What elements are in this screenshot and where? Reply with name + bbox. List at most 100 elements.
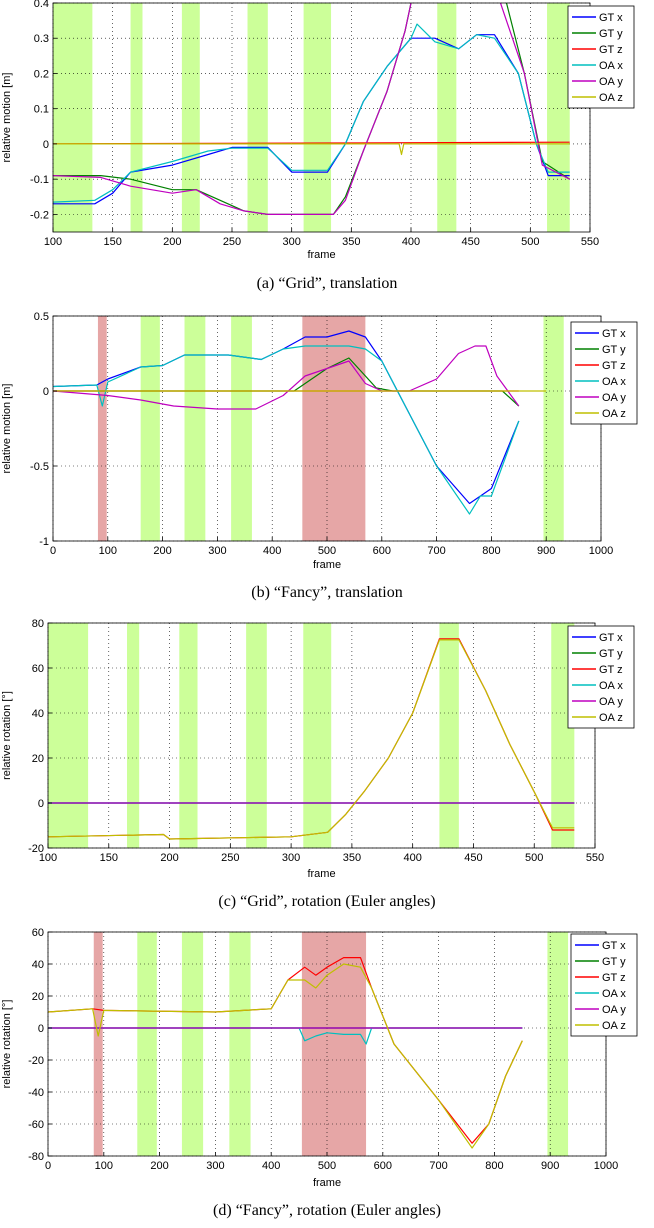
y-axis-label: relative motion [m]: [1, 384, 13, 474]
x-tick-label: 100: [44, 236, 62, 248]
legend-label: GT z: [602, 360, 626, 372]
x-tick-label: 400: [263, 545, 281, 557]
x-tick-label: 250: [223, 236, 241, 248]
y-tick-label: 0.4: [34, 0, 49, 10]
y-tick-label: 20: [32, 991, 44, 1003]
y-tick-label: 0.2: [34, 68, 49, 80]
legend: GT x GT y GT z OA x OA y OA z: [568, 6, 634, 108]
x-tick-label: 800: [485, 1160, 503, 1172]
chart-panel-b: 0 100 200 300 400 500 600 700 800 900 1000 -1 -0.5 0 0…: [0, 308, 654, 611]
x-tick-label: 300: [282, 852, 300, 864]
chart-d: 0 100 200 300 400 500 600 700 800 900 1000-80-60-4…: [0, 924, 654, 1196]
legend: GT x GT y GT z OA x OA y OA z: [571, 322, 637, 424]
green-band: [127, 623, 139, 848]
y-tick-label: 0: [38, 798, 44, 810]
chart-c: 100 150 200 250 300 350 400 450 500 550-200204060…: [0, 616, 654, 888]
chart-panel-c: 100 150 200 250 300 350 400 450 500 550 -20 0 20 40 60…: [0, 616, 654, 919]
x-tick-label: 200: [160, 852, 178, 864]
chart-caption-d: (d) “Fancy”, rotation (Euler angles): [0, 1202, 654, 1220]
x-tick-label: 500: [318, 545, 336, 557]
green-band: [182, 3, 200, 232]
green-band: [303, 623, 331, 848]
legend-label: GT y: [602, 344, 626, 356]
y-tick-label: 0: [43, 139, 49, 151]
x-tick-label: 200: [150, 1160, 168, 1172]
legend-label: OA y: [602, 1004, 626, 1016]
x-tick-label: 400: [402, 236, 420, 248]
legend: GT x GT y GT z OA x OA y OA z: [571, 934, 637, 1036]
legend-label: OA z: [602, 1020, 626, 1032]
legend-label: OA x: [599, 680, 623, 692]
chart-caption-a: (a) “Grid”, translation: [0, 275, 654, 293]
x-tick-label: 400: [262, 1160, 280, 1172]
red-band: [94, 932, 103, 1156]
x-tick-label: 500: [525, 852, 543, 864]
legend-label: OA z: [599, 712, 623, 724]
green-band: [304, 3, 331, 232]
legend-label: OA z: [599, 92, 623, 104]
x-tick-label: 1000: [594, 1160, 618, 1172]
y-axis-label: relative rotation [°]: [1, 1000, 13, 1089]
chart-caption-b: (b) “Fancy”, translation: [0, 584, 654, 602]
y-tick-label: -0.5: [30, 461, 49, 473]
legend-label: GT y: [599, 28, 623, 40]
y-tick-label: -0.1: [30, 174, 49, 186]
x-tick-label: 800: [482, 545, 500, 557]
x-tick-label: 300: [282, 236, 300, 248]
green-band: [437, 3, 456, 232]
y-tick-label: -1: [39, 536, 49, 548]
x-tick-label: 500: [318, 1160, 336, 1172]
legend-label: GT y: [599, 648, 623, 660]
x-tick-label: 600: [373, 545, 391, 557]
green-band: [231, 316, 252, 541]
y-tick-label: -20: [28, 843, 44, 855]
x-tick-label: 100: [95, 1160, 113, 1172]
legend-label: GT z: [599, 44, 623, 56]
x-tick-label: 450: [464, 852, 482, 864]
legend-label: OA y: [602, 392, 626, 404]
x-tick-label: 700: [429, 1160, 447, 1172]
legend-label: OA x: [599, 60, 623, 72]
x-tick-label: 0: [45, 1160, 51, 1172]
legend-label: GT x: [602, 940, 626, 952]
legend-label: GT z: [602, 972, 626, 984]
x-axis-label: frame: [307, 249, 335, 261]
legend-label: OA y: [599, 76, 623, 88]
x-axis-label: frame: [313, 559, 341, 571]
x-tick-label: 400: [403, 852, 421, 864]
legend-label: GT x: [599, 632, 623, 644]
x-tick-label: 900: [541, 1160, 559, 1172]
legend-label: OA y: [599, 696, 623, 708]
x-tick-label: 450: [461, 236, 479, 248]
y-axis-label: relative rotation [°]: [1, 691, 13, 780]
y-tick-label: 80: [32, 618, 44, 630]
legend-label: OA x: [602, 988, 626, 1000]
x-tick-label: 300: [206, 1160, 224, 1172]
y-axis-label: relative motion [m]: [1, 73, 13, 163]
green-band: [185, 316, 206, 541]
y-tick-label: 40: [32, 708, 44, 720]
y-tick-label: -20: [28, 1055, 44, 1067]
x-tick-label: 700: [427, 545, 445, 557]
y-tick-label: 60: [32, 663, 44, 675]
green-band: [48, 623, 88, 848]
red-band: [98, 316, 107, 541]
x-tick-label: 550: [581, 236, 599, 248]
x-tick-label: 250: [221, 852, 239, 864]
y-tick-label: -0.2: [30, 209, 49, 221]
x-tick-label: 100: [99, 545, 117, 557]
x-tick-label: 1000: [589, 545, 613, 557]
x-tick-label: 200: [153, 545, 171, 557]
y-tick-label: -80: [28, 1151, 44, 1163]
green-band: [131, 3, 143, 232]
x-tick-label: 300: [208, 545, 226, 557]
y-tick-label: 0: [38, 1023, 44, 1035]
green-band: [137, 932, 157, 1156]
legend-label: OA x: [602, 376, 626, 388]
y-tick-label: -60: [28, 1119, 44, 1131]
legend-label: GT z: [599, 664, 623, 676]
y-tick-label: -40: [28, 1087, 44, 1099]
x-tick-label: 0: [50, 545, 56, 557]
green-band: [229, 932, 250, 1156]
x-tick-label: 600: [374, 1160, 392, 1172]
